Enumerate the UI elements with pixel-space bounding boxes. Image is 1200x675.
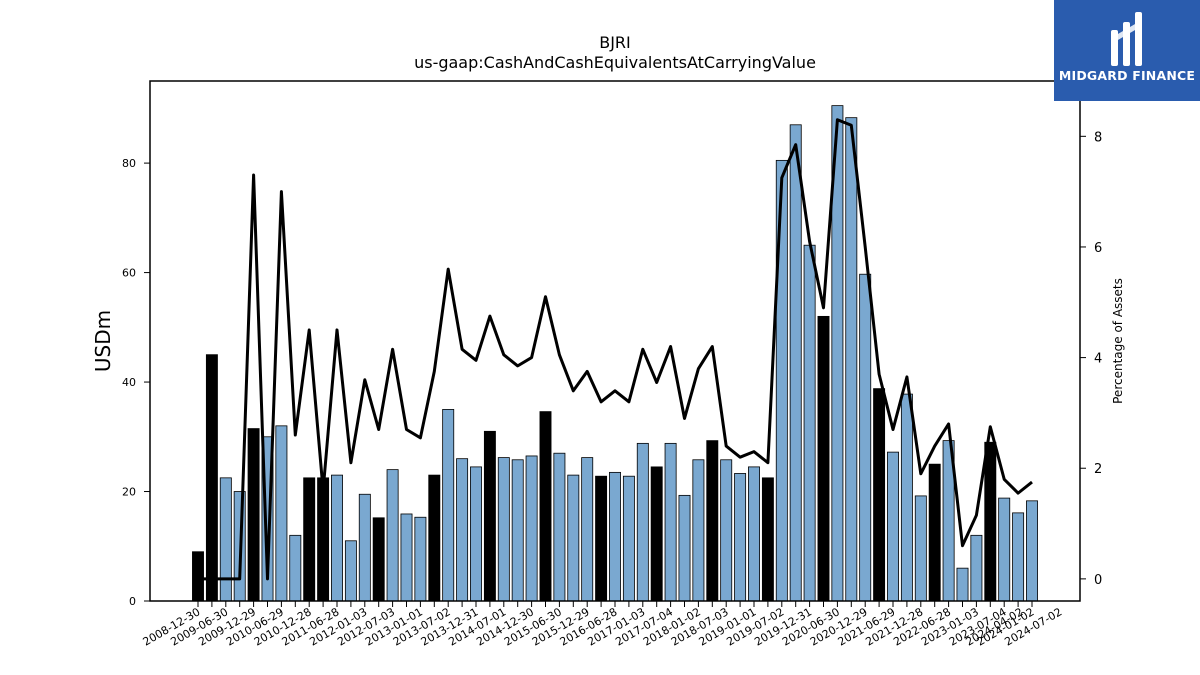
bar [456,458,469,602]
y-axis-left: 0 20 40 60 80 [122,157,150,608]
bar [900,393,913,602]
bar [442,409,455,602]
bar [483,430,496,602]
line-series [198,118,1033,581]
y-tick-label: 80 [122,157,136,170]
y-tick-label: 0 [129,595,136,608]
bars-layer [192,105,1038,602]
bar [303,477,316,602]
bar [525,455,538,602]
bar [998,497,1011,602]
bar [581,457,594,602]
bar [344,540,357,602]
y-tick-label: 60 [122,267,136,280]
bar [595,475,608,602]
y-axis-right: 0 2 4 6 8 [1080,130,1102,588]
bar [970,534,983,602]
chart-title: BJRI [599,33,631,52]
bar [789,124,802,602]
line-layer [198,118,1033,581]
bar [984,441,997,602]
bar [400,513,413,602]
y2-tick-label: 4 [1094,352,1102,367]
y2-axis-label: Percentage of Assets [1111,278,1125,404]
logo-text: MIDGARD FINANCE [1058,68,1196,83]
bar [511,459,524,602]
bar [859,273,872,602]
y-axis-label: USDm [91,310,115,372]
y-tick-label: 20 [122,486,136,499]
bar [317,477,330,602]
chart-subtitle: us-gaap:CashAndCashEquivalentsAtCarrying… [414,53,816,72]
bar [289,534,302,602]
bar [914,495,927,602]
bar [636,442,649,602]
bar [372,517,385,602]
bar [609,471,621,602]
y2-tick-label: 8 [1094,130,1102,145]
bar [748,466,760,602]
x-axis: 2008-12-302009-06-302009-12-292010-06-29… [141,601,1064,649]
bar [664,442,677,602]
bar [622,475,635,602]
bar [761,477,774,602]
bar [275,425,288,602]
bar [247,428,260,602]
bar [331,474,343,602]
bar [192,551,204,602]
bar [553,452,566,602]
bar [386,469,399,602]
bar [1026,500,1038,602]
bar [650,466,663,602]
bar [720,459,733,602]
y2-tick-label: 6 [1094,241,1102,256]
bar [734,473,747,602]
bar [414,516,427,602]
y2-tick-label: 2 [1094,462,1102,477]
bar [845,117,858,602]
bar [706,440,719,602]
brand-logo: MIDGARD FINANCE [1054,0,1200,101]
bar [887,451,899,602]
bar [817,315,830,602]
bar [1012,512,1025,602]
bar [803,244,816,602]
bar [928,463,941,602]
bar [539,411,552,602]
bar [567,474,580,602]
bar [358,493,371,602]
bar [692,459,705,602]
bar [678,494,691,602]
bar [205,354,218,602]
midgard-logo-icon [1111,12,1142,66]
bar [219,477,232,602]
bar [873,388,886,602]
bar [428,474,441,602]
bar [775,159,788,602]
bar [470,466,482,602]
bar [956,567,969,602]
bar [497,457,510,602]
y2-tick-label: 0 [1094,573,1102,588]
y-tick-label: 40 [122,376,136,389]
